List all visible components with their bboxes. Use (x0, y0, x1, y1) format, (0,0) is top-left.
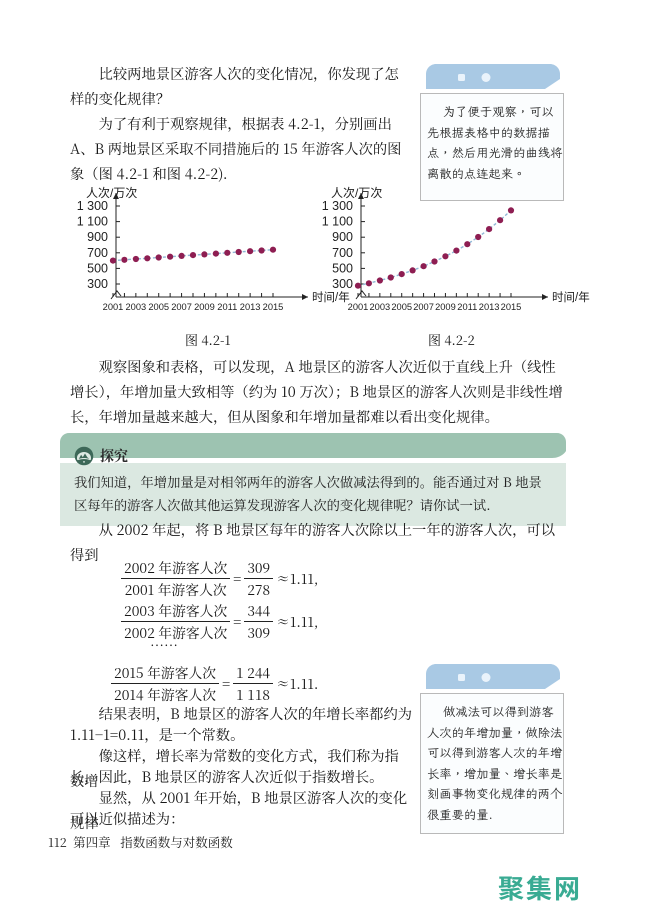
svg-text:聚集网: 聚集网 (498, 869, 582, 906)
